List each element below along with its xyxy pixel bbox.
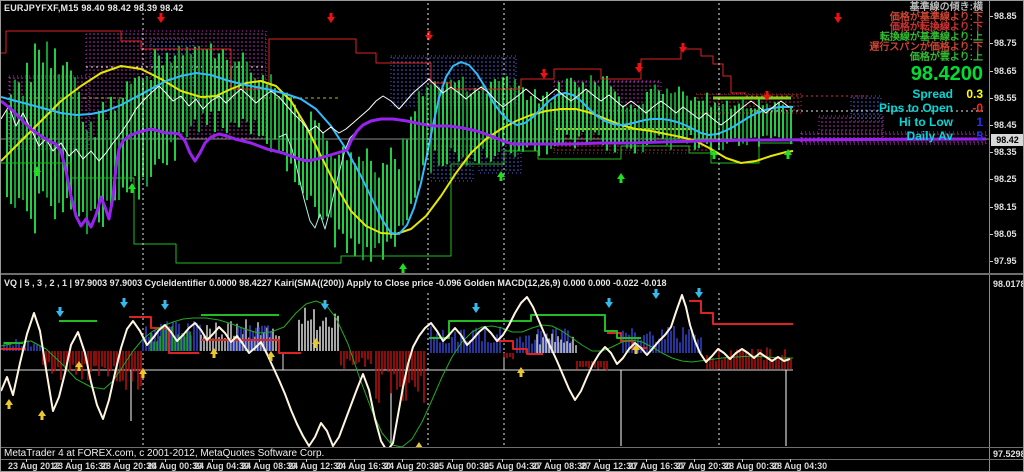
status-bar: MetaTrader 4 at FOREX.com, c 2001-2012, … xyxy=(4,448,325,459)
time-axis-label: 25 Aug 00:30 xyxy=(434,461,490,471)
price-axis-label: 98.05 xyxy=(994,229,1017,239)
price-axis-label: 98.55 xyxy=(994,93,1017,103)
time-axis-label: 24 Aug 16:30 xyxy=(336,461,392,471)
status-divider xyxy=(1,447,1023,448)
time-axis-label: 24 Aug 12:30 xyxy=(288,461,344,471)
price-axis-tick xyxy=(990,152,993,153)
current-price-tag: 98.42 xyxy=(991,134,1023,146)
price-axis[interactable]: 98.85 98.75 98.65 98.55 98.45 98.35 98.25 98.15… xyxy=(989,1,1024,471)
price-axis-label: 98.15 xyxy=(994,202,1017,212)
sub-axis-min: 97.5298 xyxy=(993,449,1024,459)
stat-label: Daily Av xyxy=(906,129,953,143)
stat-row: Hi to Low 1 xyxy=(869,115,983,129)
ichimoku-status-line: 価格が雲より:上 xyxy=(909,52,983,63)
time-axis-label: 28 Aug 04:30 xyxy=(772,461,828,471)
time-axis-tick xyxy=(646,459,647,462)
stat-label: Pips to Open xyxy=(878,101,953,115)
stat-row: Pips to Open -0 xyxy=(869,101,983,115)
time-axis-label: 23 Aug 16:30 xyxy=(53,461,109,471)
price-axis-tick xyxy=(990,71,993,72)
current-price-display: 98.4200 xyxy=(910,63,983,85)
ichimoku-info-panel: 基準線の傾き:横 価格が基準線より:下 価格が転換線より:下 転換線が基準線より:上遅… xyxy=(869,3,983,144)
time-axis-tick xyxy=(452,459,453,462)
price-axis-tick xyxy=(990,261,993,262)
time-axis-tick xyxy=(502,459,503,462)
time-axis-tick xyxy=(71,459,72,462)
time-axis-tick xyxy=(26,459,27,462)
time-axis-label: 27 Aug 20:30 xyxy=(676,461,732,471)
time-axis-label: 27 Aug 12:30 xyxy=(581,461,637,471)
time-axis-label: 27 Aug 08:30 xyxy=(532,461,588,471)
price-axis-tick xyxy=(990,179,993,180)
time-axis-tick xyxy=(402,459,403,462)
price-axis-label: 98.35 xyxy=(994,147,1017,157)
price-axis-label: 98.45 xyxy=(994,120,1017,130)
time-axis-tick xyxy=(599,459,600,462)
ichimoku-status-line: 転換線が基準線より:上 xyxy=(879,32,983,43)
stat-value: 5 xyxy=(976,129,983,143)
indicator-header: VQ | 5 , 3 , 2 , 1 | 97.9003 97.9003 Cyc… xyxy=(4,278,667,288)
price-axis-label: 98.25 xyxy=(994,174,1017,184)
stat-label: Spread xyxy=(912,87,953,101)
price-axis-tick xyxy=(990,16,993,17)
ichimoku-status-line: 価格が転換線より:下 xyxy=(889,22,983,33)
time-axis-tick xyxy=(790,459,791,462)
time-axis-tick xyxy=(212,459,213,462)
ichimoku-status-line: 価格が基準線より:下 xyxy=(889,12,983,23)
time-axis-label: 23 Aug 2012 xyxy=(8,461,61,471)
stat-label: Hi to Low xyxy=(899,115,953,129)
price-axis-label: 98.75 xyxy=(994,38,1017,48)
time-axis-tick xyxy=(259,459,260,462)
chart-title: EURJPYFXF,M15 98.40 98.42 98.39 98.42 xyxy=(4,3,184,13)
price-axis-tick xyxy=(990,125,993,126)
time-axis-label: 23 Aug 20:30 xyxy=(101,461,157,471)
time-axis[interactable]: 23 Aug 2012 23 Aug 16:30 23 Aug 20:30 24 Au… xyxy=(1,459,989,471)
price-axis-tick xyxy=(990,234,993,235)
time-axis-label: 25 Aug 04:30 xyxy=(484,461,540,471)
time-axis-tick xyxy=(306,459,307,462)
time-axis-label: 28 Aug 00:30 xyxy=(724,461,780,471)
ichimoku-status-line: 基準線の傾き:横 xyxy=(909,2,983,13)
stat-value: 1 xyxy=(976,115,983,129)
time-axis-tick xyxy=(694,459,695,462)
time-axis-label: 24 Aug 08:30 xyxy=(241,461,297,471)
pane-divider[interactable] xyxy=(1,273,1023,275)
time-axis-label: 27 Aug 16:30 xyxy=(628,461,684,471)
chart-canvas[interactable] xyxy=(1,1,989,447)
sub-axis-max: 98.0178 xyxy=(993,279,1024,289)
stat-value: 0.3 xyxy=(966,87,983,101)
price-axis-label: 97.95 xyxy=(994,256,1017,266)
time-axis-divider xyxy=(1,459,1023,460)
price-axis-label: 98.65 xyxy=(994,66,1017,76)
time-axis-tick xyxy=(550,459,551,462)
time-axis-tick xyxy=(742,459,743,462)
price-axis-tick xyxy=(990,207,993,208)
price-axis-label: 98.85 xyxy=(994,11,1017,21)
time-axis-label: 24 Aug 00:30 xyxy=(147,461,203,471)
time-axis-label: 24 Aug 04:30 xyxy=(194,461,250,471)
stat-row: Daily Av 5 xyxy=(869,129,983,143)
stat-row: Spread 0.3 xyxy=(869,87,983,101)
stat-value: -0 xyxy=(972,101,983,115)
spread-stats: Spread 0.3 Pips to Open -0 Hi to Low 1 Daily A… xyxy=(869,87,983,143)
ichimoku-status-lines: 基準線の傾き:横 価格が基準線より:下 価格が転換線より:下 転換線が基準線より:上遅… xyxy=(869,3,983,63)
ichimoku-status-line: 遅行スパンが価格より:下 xyxy=(869,42,983,53)
price-axis-tick xyxy=(990,98,993,99)
time-axis-label: 24 Aug 20:30 xyxy=(384,461,440,471)
time-axis-tick xyxy=(119,459,120,462)
time-axis-tick xyxy=(354,459,355,462)
price-axis-tick xyxy=(990,43,993,44)
time-axis-tick xyxy=(165,459,166,462)
